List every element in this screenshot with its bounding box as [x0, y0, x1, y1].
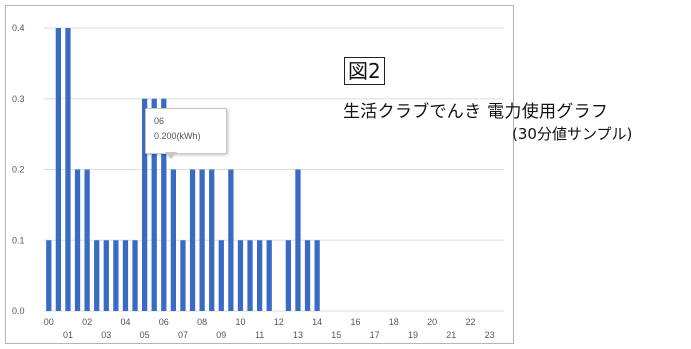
x-tick-label: 07: [178, 330, 188, 340]
bar-chart: 0.0 0.1 0.2 0.3 0.4 00 02 04 06 08 10 12 14 16 18 20 22…: [12, 23, 504, 340]
bar: [103, 240, 109, 311]
overlay-title: 生活クラブでんき 電力使用グラフ: [343, 102, 609, 122]
bar: [170, 169, 177, 311]
bar: [218, 240, 224, 311]
x-tick-label: 12: [274, 317, 284, 327]
tooltip-value-label: 0.200(kWh): [154, 131, 201, 141]
bar: [256, 240, 263, 311]
x-tick-label: 08: [197, 317, 207, 327]
x-tick-label: 04: [120, 317, 130, 327]
y-tick-label: 0.2: [12, 165, 25, 175]
tooltip-pointer: [165, 152, 177, 159]
x-tick-label: 01: [63, 330, 73, 340]
x-tick-label: 16: [350, 317, 360, 327]
bar: [65, 28, 71, 311]
chart-frame: 0.0 0.1 0.2 0.3 0.4 00 02 04 06 08 10 12 14 16 18 20 22…: [5, 5, 514, 344]
bar: [209, 169, 215, 311]
x-tick-label: 10: [235, 317, 245, 327]
bar: [247, 240, 253, 311]
bar: [295, 169, 301, 311]
y-tick-label: 0.3: [12, 94, 25, 104]
overlay-subtitle: (30分値サンプル): [512, 125, 633, 143]
bars: [46, 28, 320, 311]
bar: [304, 240, 311, 311]
bar: [161, 98, 167, 311]
x-tick-label: 19: [408, 330, 418, 340]
bar: [113, 240, 119, 311]
hover-tooltip: 06 0.200(kWh): [145, 108, 227, 154]
bar: [199, 169, 205, 311]
bar: [314, 240, 320, 311]
x-tick-label: 03: [101, 330, 111, 340]
bar: [285, 240, 292, 311]
x-tick-label: 15: [331, 330, 341, 340]
x-tick-label: 11: [255, 330, 264, 340]
bar: [46, 240, 52, 311]
bar: [132, 240, 138, 311]
bar: [84, 169, 90, 311]
y-axis-ticks: 0.0 0.1 0.2 0.3 0.4: [12, 23, 25, 316]
bar: [122, 240, 129, 311]
gridlines: [44, 27, 504, 312]
x-tick-label: 22: [465, 317, 475, 327]
bar: [189, 169, 196, 311]
bar: [228, 169, 234, 311]
tooltip-time-label: 06: [154, 116, 165, 126]
x-tick-label: 18: [389, 317, 399, 327]
y-tick-label: 0.1: [12, 235, 25, 245]
x-tick-label: 06: [159, 317, 169, 327]
bar: [266, 240, 272, 311]
x-tick-label: 09: [216, 330, 226, 340]
y-tick-label: 0.4: [12, 23, 25, 33]
x-tick-label: 21: [446, 330, 456, 340]
bar: [237, 240, 244, 311]
bar: [94, 240, 100, 311]
x-tick-label: 00: [44, 317, 54, 327]
x-tick-label: 20: [427, 317, 437, 327]
x-axis-ticks: 00 02 04 06 08 10 12 14 16 18 20 22 01 03 05 07 09 11 13 15…: [44, 317, 495, 340]
figure-label: 図2: [344, 57, 385, 85]
y-tick-label: 0.0: [12, 306, 25, 316]
x-tick-label: 14: [312, 317, 322, 327]
bar: [141, 98, 148, 311]
x-tick-label: 13: [293, 330, 303, 340]
x-tick-label: 05: [140, 330, 150, 340]
bar: [55, 28, 62, 311]
x-tick-label: 23: [485, 330, 495, 340]
bar: [180, 240, 186, 311]
bar: [74, 169, 81, 311]
x-tick-label: 17: [370, 330, 380, 340]
x-tick-label: 02: [82, 317, 92, 327]
bar: [151, 98, 157, 311]
